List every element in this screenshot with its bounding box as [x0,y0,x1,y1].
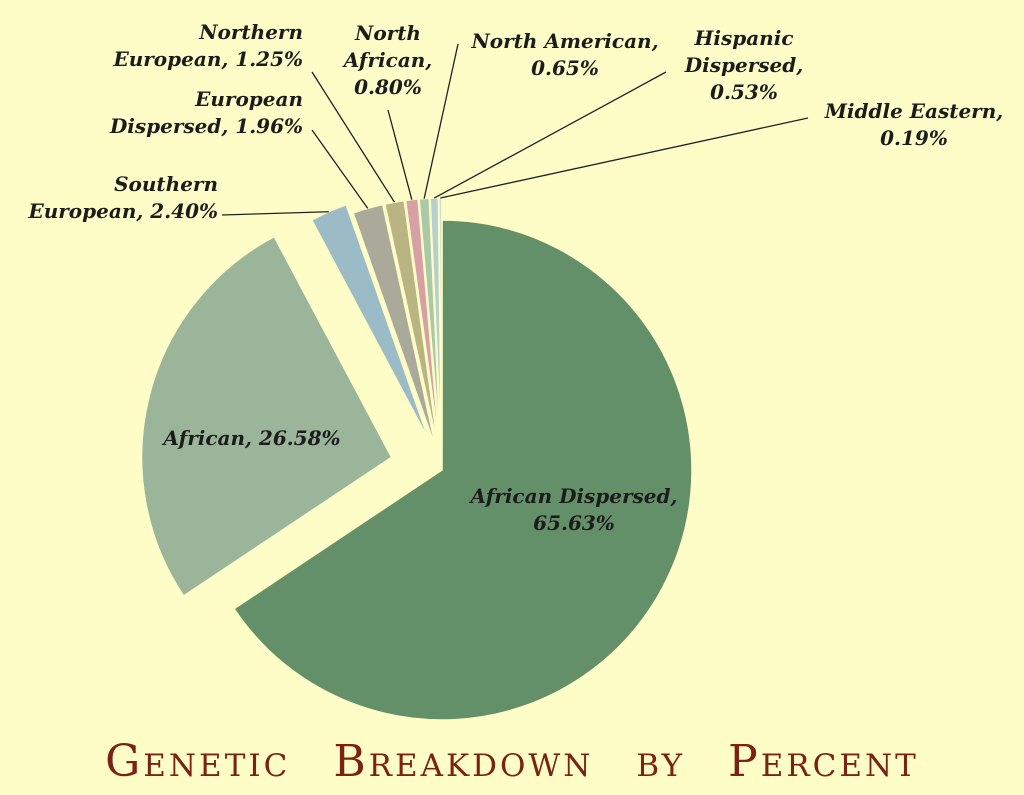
data-label: Southern European, 2.40% [27,172,218,223]
data-label: Hispanic Dispersed, 0.53% [684,26,803,104]
leader-line [440,117,809,199]
data-label: African Dispersed, 65.63% [469,484,678,535]
data-label: Northern European, 1.25% [112,20,303,71]
leader-line [221,211,329,216]
chart-title: Genetic Breakdown by Percent [105,736,919,787]
pie-slice-african [140,235,393,598]
data-label: European Dispersed, 1.96% [109,87,303,138]
leader-line [311,71,396,203]
pie-slice-north-african [404,198,441,449]
data-label: Middle Eastern, 0.19% [824,99,1003,150]
data-label: North American, 0.65% [470,29,658,80]
leader-line [423,43,459,199]
pie-slice-african-dispersed [232,219,693,721]
leader-line [387,109,413,200]
pie-chart: African Dispersed, 65.63% African, 26.58% S… [27,20,1003,721]
leader-line [433,71,667,199]
leader-line [311,129,369,209]
data-label: African, 26.58% [161,426,340,450]
data-label: North African, 0.80% [342,21,433,99]
